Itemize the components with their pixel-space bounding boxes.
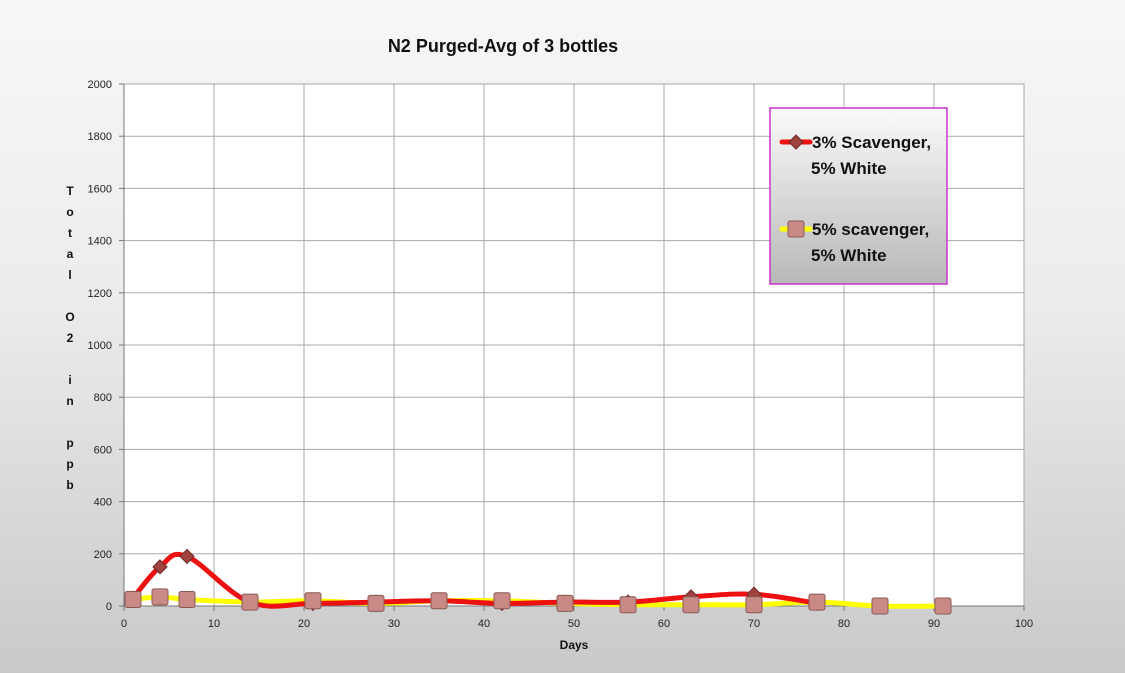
data-point	[241, 593, 259, 611]
x-axis-label: Days	[560, 638, 589, 652]
series-group	[124, 548, 952, 615]
data-point	[556, 594, 574, 612]
y-tick-label: 1400	[88, 236, 112, 248]
series-2-markers	[124, 588, 952, 615]
y-tick-label: 1800	[88, 131, 112, 143]
y-axis-label-char: a	[67, 247, 74, 261]
x-tick-label: 20	[298, 618, 310, 630]
legend: 3% Scavenger, 5% White 5% scavenger, 5% Whi…	[769, 107, 948, 285]
data-point	[808, 593, 826, 611]
chart-title: N2 Purged-Avg of 3 bottles	[388, 36, 618, 56]
y-tick-label: 0	[106, 601, 112, 613]
data-point	[151, 588, 169, 606]
y-axis-label-char: 2	[67, 331, 74, 345]
data-point	[124, 590, 142, 608]
x-tick-label: 10	[208, 618, 220, 630]
y-tick-label: 400	[94, 497, 112, 509]
y-axis-label-char: i	[68, 373, 71, 387]
legend-marker	[787, 220, 805, 238]
y-axis-label-char: o	[66, 205, 73, 219]
x-tick-label: 60	[658, 618, 670, 630]
data-point	[934, 597, 952, 615]
x-tick-label: 80	[838, 618, 850, 630]
data-point	[430, 592, 448, 610]
y-tick-label: 1600	[88, 183, 112, 195]
legend-box	[769, 107, 948, 285]
legend-label: 5% White	[811, 246, 887, 265]
y-tick-label: 1200	[88, 288, 112, 300]
y-tick-label: 800	[94, 392, 112, 404]
y-axis-label-char: b	[66, 478, 73, 492]
x-tick-label: 40	[478, 618, 490, 630]
data-point	[152, 559, 168, 575]
data-point	[178, 590, 196, 608]
y-axis-label-char: n	[66, 394, 73, 408]
x-tick-label: 30	[388, 618, 400, 630]
data-point	[745, 596, 763, 614]
y-axis-label-char: O	[65, 310, 74, 324]
legend-label: 5% scavenger,	[812, 220, 929, 239]
legend-item-2: 5% scavenger, 5% White	[779, 220, 929, 265]
y-axis-label-char: p	[66, 436, 73, 450]
data-point	[367, 594, 385, 612]
y-axis-label-char: t	[68, 226, 72, 240]
y-axis-label-char: l	[68, 268, 71, 282]
data-point	[871, 597, 889, 615]
x-tick-label: 0	[121, 618, 127, 630]
data-point	[304, 592, 322, 610]
x-tick-label: 50	[568, 618, 580, 630]
data-point	[493, 592, 511, 610]
x-axis-ticks: 0 10 20 30 40 50 60 70 80 90 100	[121, 606, 1033, 630]
y-axis-ticks: 0 200 400 600 800 1000 1200 1400 1600 1800 2000	[88, 79, 124, 613]
y-tick-label: 2000	[88, 79, 112, 91]
y-tick-label: 1000	[88, 340, 112, 352]
legend-label: 3% Scavenger,	[812, 133, 931, 152]
y-axis-label-char: p	[66, 457, 73, 471]
y-tick-label: 200	[94, 549, 112, 561]
legend-item-1: 3% Scavenger, 5% White	[779, 133, 931, 178]
y-axis-label-char: T	[66, 184, 74, 198]
x-tick-label: 90	[928, 618, 940, 630]
y-tick-label: 600	[94, 444, 112, 456]
x-tick-label: 70	[748, 618, 760, 630]
data-point	[682, 596, 700, 614]
legend-label: 5% White	[811, 159, 887, 178]
x-tick-label: 100	[1015, 618, 1033, 630]
data-point	[619, 596, 637, 614]
data-point	[179, 548, 195, 565]
legend-marker	[788, 134, 804, 150]
